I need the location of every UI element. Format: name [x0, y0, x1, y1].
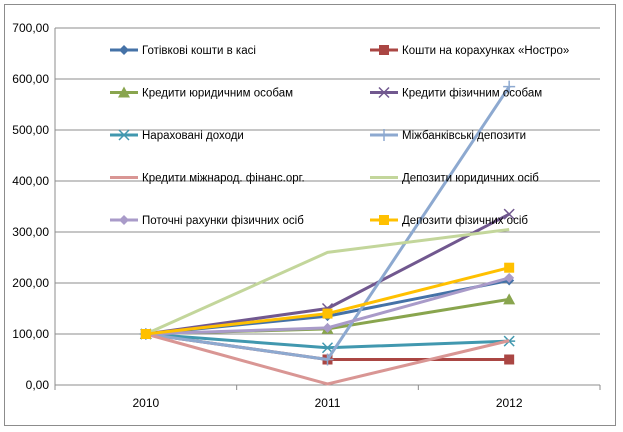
data-point [504, 272, 515, 283]
y-tick-label: 700,00 [12, 21, 49, 35]
data-point [503, 80, 516, 93]
legend-label: Поточні рахунки фізичних осіб [142, 215, 304, 227]
y-tick-label: 200,00 [12, 276, 49, 290]
y-tick-label: 100,00 [12, 327, 49, 341]
legend-label: Депозити юридичних осіб [402, 173, 539, 185]
legend-marker [379, 215, 389, 225]
legend-label: Кредити юридичним особам [142, 88, 293, 100]
data-point [322, 308, 333, 319]
data-point [321, 353, 334, 366]
legend-label: Кошти на корахунках «Ностро» [402, 45, 569, 57]
legend-label: Кредити міжнарод. фінанс.орг. [142, 173, 305, 185]
series-line [145, 332, 510, 386]
legend-marker [379, 45, 389, 55]
legend-marker [378, 129, 390, 141]
legend-marker [119, 45, 129, 55]
x-tick-label: 2012 [496, 396, 523, 410]
y-tick-label: 400,00 [12, 174, 49, 188]
data-point [140, 329, 151, 339]
data-point [503, 208, 515, 220]
legend-label: Міжбанківські депозити [402, 130, 526, 142]
legend-label: Кредити фізичним особам [402, 88, 542, 100]
x-tick-label: 2011 [315, 396, 341, 410]
y-tick-label: 300,00 [12, 225, 49, 239]
legend-marker [118, 86, 130, 98]
legend-label: Нараховані доходи [142, 130, 244, 142]
legend-label: Готівкові кошти в касі [142, 45, 256, 57]
data-point [504, 262, 515, 273]
data-point [322, 322, 333, 333]
legend-label: Депозити фізичних осіб [402, 215, 528, 227]
legend-marker [378, 86, 390, 99]
y-tick-label: 0,00 [26, 378, 50, 392]
x-tick-label: 2010 [132, 396, 159, 410]
y-tick-label: 500,00 [12, 123, 49, 137]
data-point [321, 342, 334, 354]
legend-marker [119, 215, 129, 225]
y-tick-label: 600,00 [12, 72, 49, 86]
series-line [145, 227, 510, 336]
data-point [503, 293, 516, 305]
legend-marker [118, 129, 130, 141]
data-point [504, 354, 515, 365]
